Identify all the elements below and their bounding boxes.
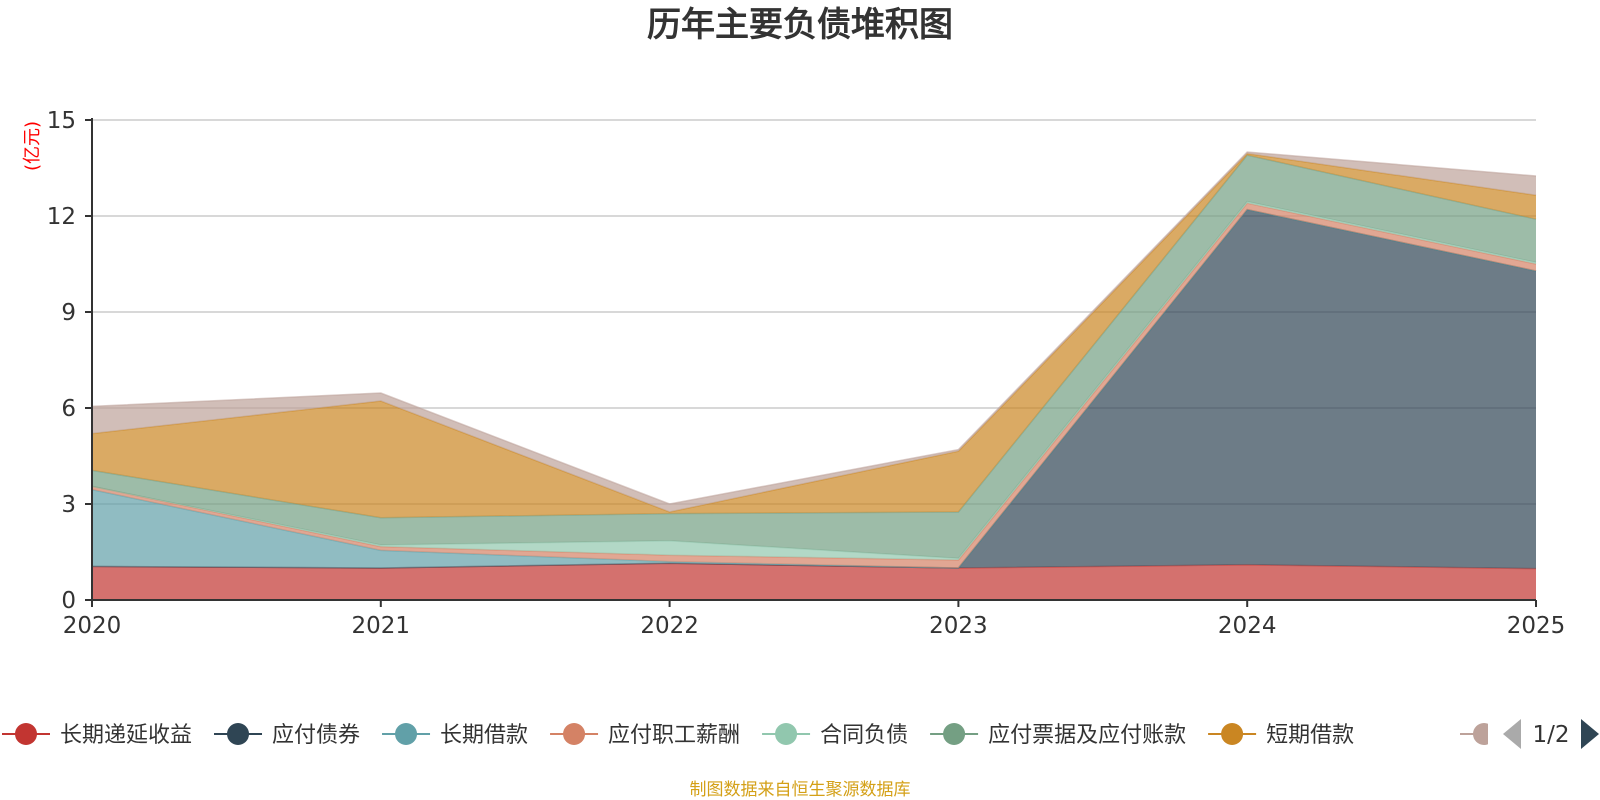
- legend-item[interactable]: 应付职工薪酬: [550, 723, 740, 748]
- legend-item[interactable]: 合同负债: [762, 723, 908, 748]
- area-短期借款: [92, 153, 1536, 518]
- x-tick-label: 2021: [352, 613, 411, 639]
- legend-label: 应付债券: [272, 723, 360, 748]
- legend-marker-icon: [943, 723, 966, 745]
- y-tick-label: 6: [61, 396, 76, 422]
- y-tick-label: 12: [47, 204, 76, 230]
- x-tick-label: 2020: [63, 613, 122, 639]
- x-tick-label: 2024: [1218, 613, 1277, 639]
- legend-next-page-icon[interactable]: [1581, 719, 1599, 749]
- x-tick-label: 2022: [640, 613, 699, 639]
- legend-label: 长期递延收益: [60, 723, 192, 748]
- chart-title: 历年主要负债堆积图: [647, 5, 953, 45]
- legend-marker-icon: [395, 723, 418, 745]
- legend-item[interactable]: 短期借款: [1208, 723, 1354, 748]
- area-长期借款: [92, 209, 1536, 568]
- legend-item[interactable]: 应付债券: [214, 723, 360, 748]
- legend-label: 长期借款: [440, 723, 528, 748]
- area-应付票据及应付账款: [92, 155, 1536, 559]
- area-其他: [92, 152, 1536, 512]
- legend-item[interactable]: 应付票据及应付账款: [930, 723, 1186, 748]
- legend-marker-icon: [1221, 723, 1244, 745]
- data-source-note: 制图数据来自恒生聚源数据库: [690, 780, 911, 800]
- area-应付职工薪酬: [92, 203, 1536, 568]
- legend-label: 合同负债: [820, 723, 908, 748]
- y-tick-label: 9: [61, 300, 76, 326]
- legend-item-partial: [1460, 723, 1488, 745]
- y-tick-label: 15: [47, 108, 76, 134]
- y-tick-label: 0: [61, 588, 76, 614]
- legend-label: 短期借款: [1266, 723, 1354, 748]
- x-tick-labels: 2020 2021 2022 2023 2024 2025: [63, 613, 1566, 639]
- area-series: [91, 151, 1537, 600]
- x-tick-label: 2025: [1507, 613, 1566, 639]
- legend-item[interactable]: 长期递延收益: [2, 723, 192, 748]
- y-axis-label: (亿元): [22, 121, 43, 171]
- legend-pager: 1/2: [1503, 719, 1599, 749]
- legend-page-indicator: 1/2: [1532, 722, 1569, 748]
- axes: [85, 118, 1537, 607]
- legend-item[interactable]: 长期借款: [382, 723, 528, 748]
- legend-marker-icon: [1473, 723, 1488, 745]
- x-tick-label: 2023: [929, 613, 988, 639]
- series-line-其他: [91, 151, 1537, 505]
- y-tick-label: 3: [61, 492, 76, 518]
- area-长期递延收益: [92, 563, 1536, 600]
- legend-marker-icon: [227, 723, 250, 745]
- legend-marker-icon: [775, 723, 798, 745]
- y-tick-labels: 0 3 6 9 12 15: [47, 108, 76, 614]
- legend-label: 应付票据及应付账款: [988, 723, 1186, 748]
- legend: 长期递延收益 应付债券 长期借款 应付职工薪酬 合同负债 应付票据及应付账款 短期借款: [2, 723, 1488, 748]
- legend-marker-icon: [15, 723, 37, 745]
- legend-prev-page-icon[interactable]: [1503, 719, 1521, 749]
- legend-marker-icon: [563, 723, 586, 745]
- legend-label: 应付职工薪酬: [608, 723, 740, 748]
